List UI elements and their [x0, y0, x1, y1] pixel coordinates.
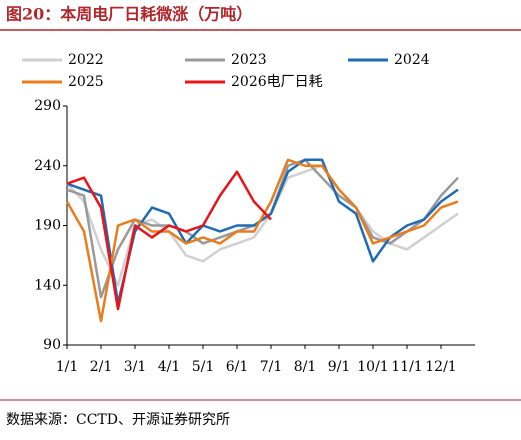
legend-label: 2022	[68, 52, 104, 68]
x-tick-label: 4/1	[158, 359, 181, 375]
x-tick-label: 11/1	[391, 359, 422, 375]
x-tick-label: 9/1	[328, 359, 351, 375]
x-tick-label: 7/1	[260, 359, 283, 375]
legend-label: 2023	[231, 52, 267, 68]
x-tick-label: 8/1	[294, 359, 317, 375]
series-line	[66, 170, 272, 311]
y-tick-label: 90	[43, 337, 61, 353]
x-tick-label: 2/1	[90, 359, 113, 375]
legend-label: 2024	[394, 52, 430, 68]
x-tick-label: 3/1	[124, 359, 147, 375]
y-tick-label: 290	[34, 98, 61, 114]
series-line	[66, 158, 459, 305]
source: 数据来源：CCTD、开源证券研究所	[6, 412, 230, 428]
legend-label: 2026电厂日耗	[231, 74, 323, 90]
y-tick-label: 240	[34, 158, 61, 174]
x-tick-label: 6/1	[226, 359, 249, 375]
x-tick-label: 12/1	[425, 359, 456, 375]
legend-label: 2025	[68, 74, 104, 90]
y-tick-label: 190	[34, 218, 61, 234]
y-tick-label: 140	[34, 277, 61, 293]
series-line	[65, 158, 459, 323]
x-tick-label: 10/1	[357, 359, 388, 375]
x-tick-label: 5/1	[192, 359, 215, 375]
x-tick-label: 1/1	[56, 359, 79, 375]
chart-title: 图20：本周电厂日耗微涨（万吨）	[6, 5, 252, 24]
